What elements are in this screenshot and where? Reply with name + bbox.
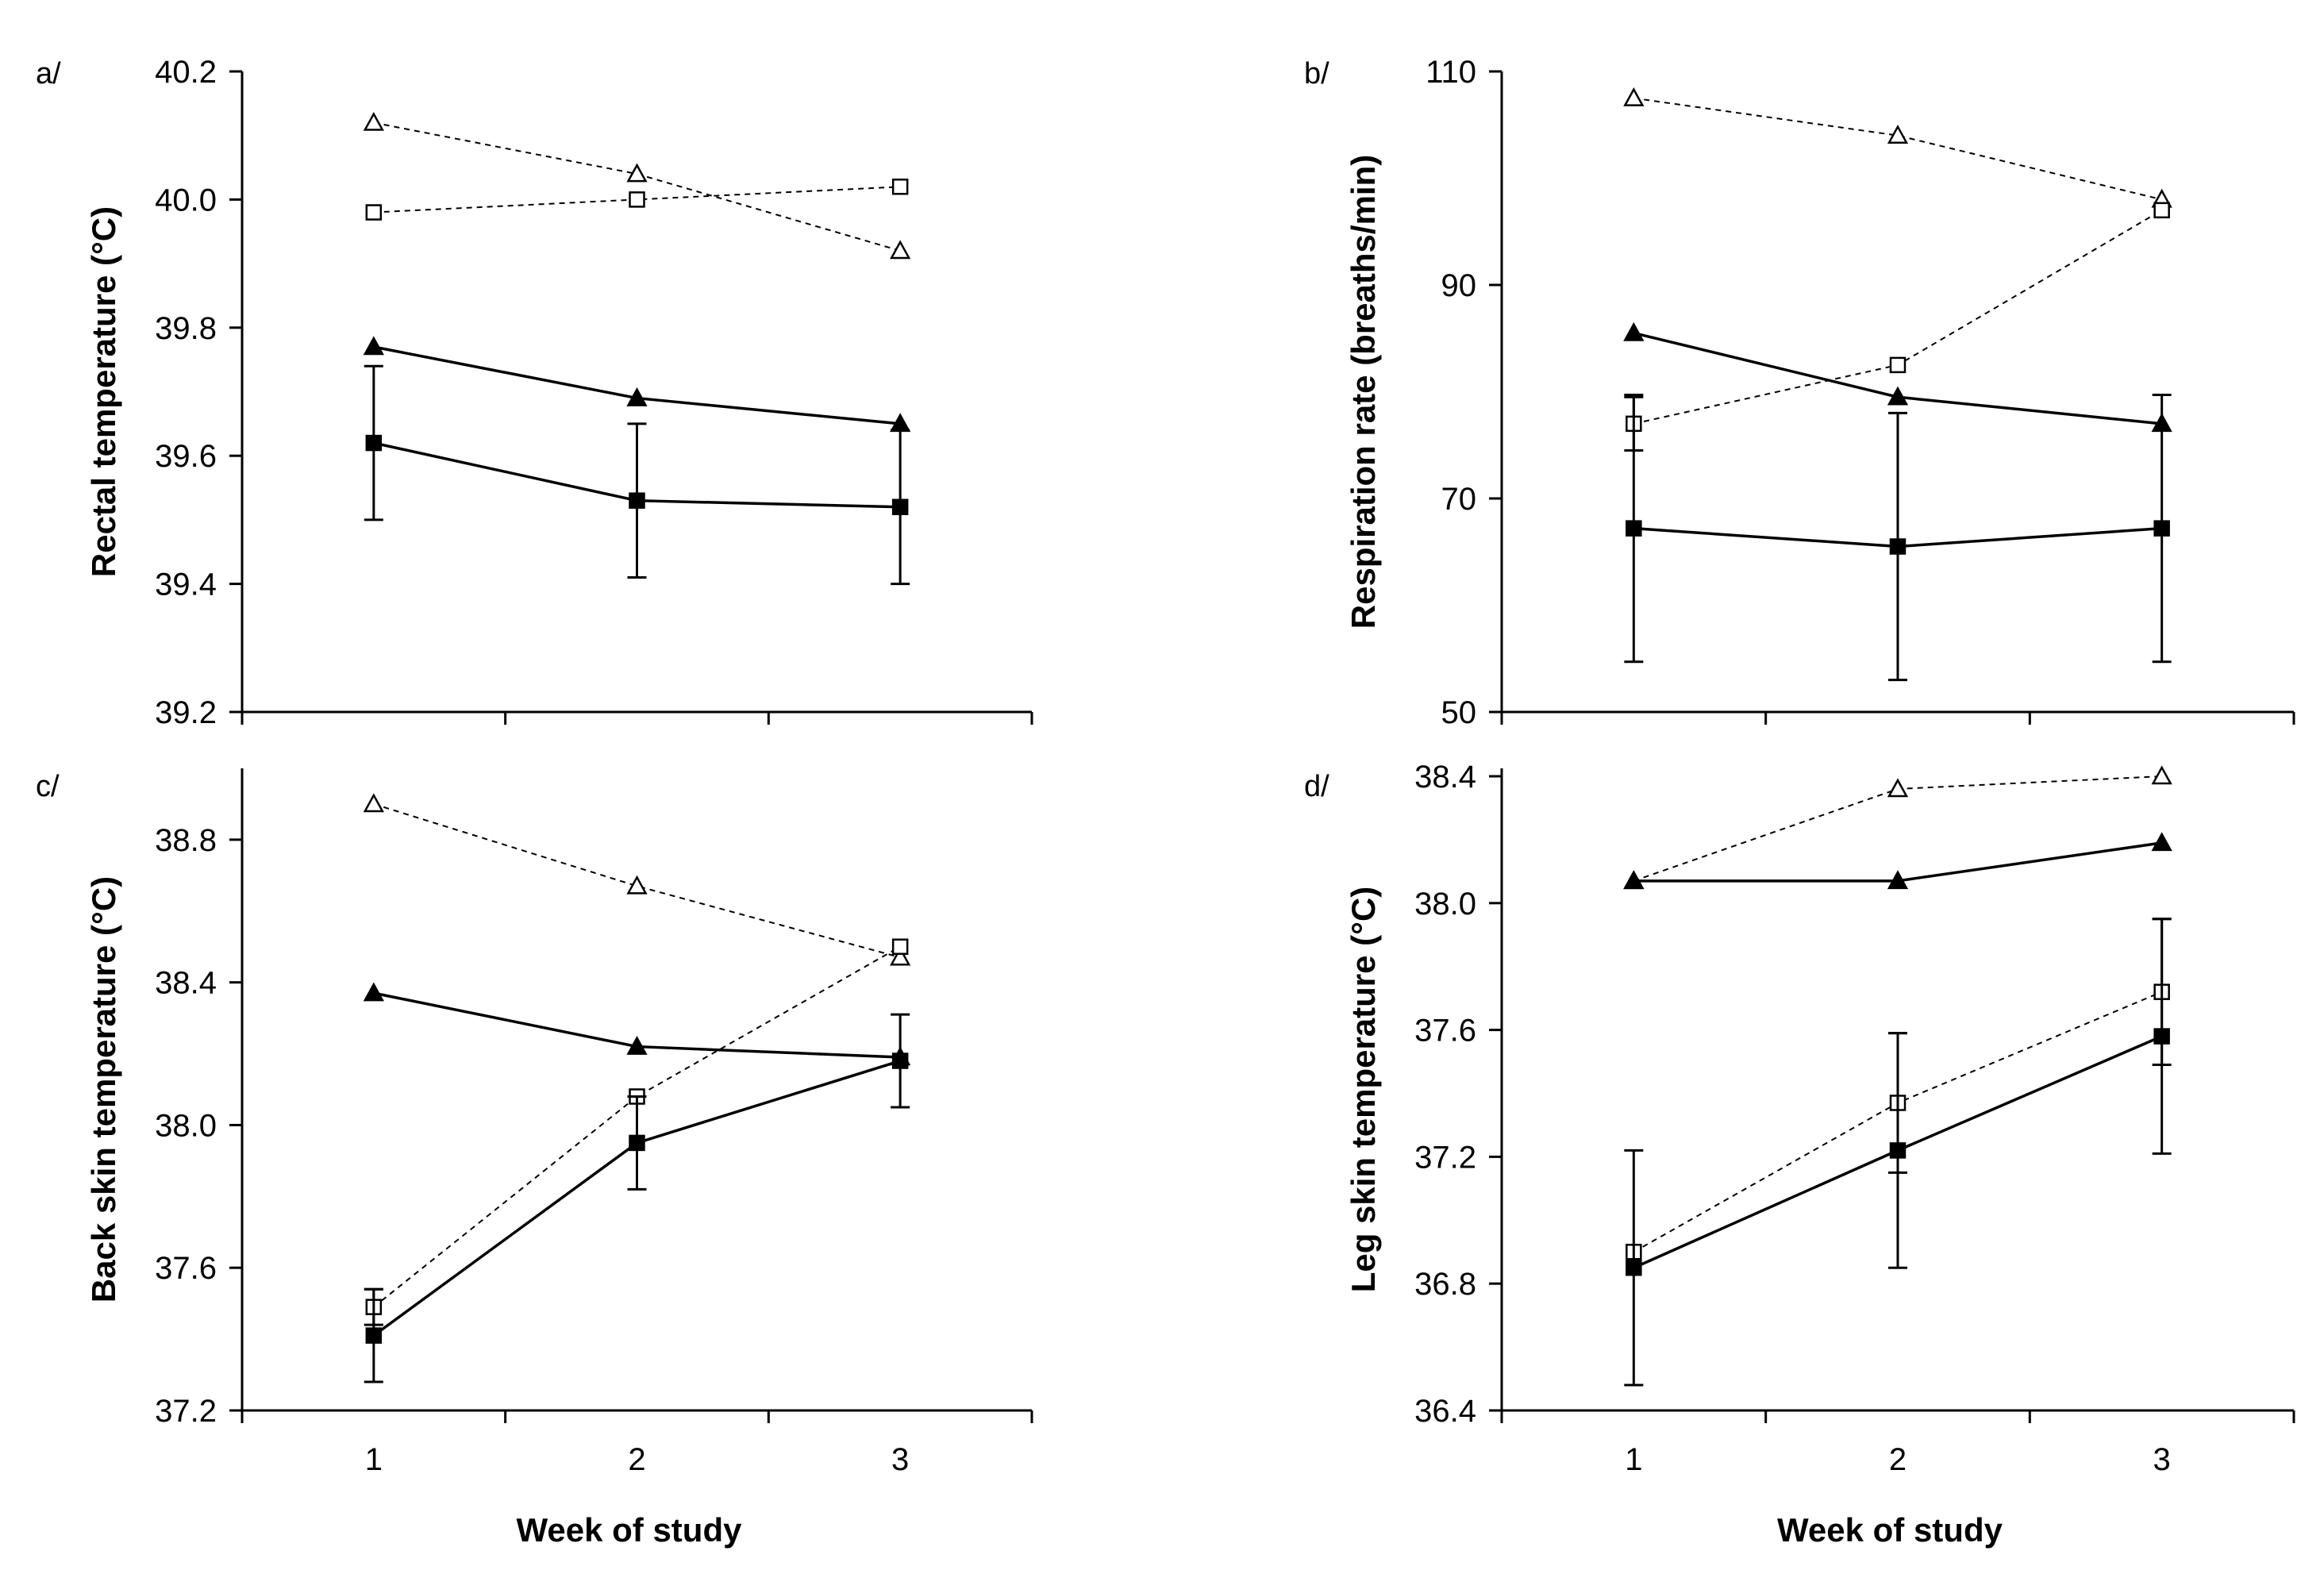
y-tick-label: 40.2 [155,55,217,90]
panel-b: b/50 70 90 110 Respiration rate (breaths/min… [1304,55,2295,730]
series-open-triangle [363,111,911,260]
data-point-triangle [626,387,648,406]
data-point-triangle [1623,870,1645,890]
y-tick-label: 38.0 [1414,887,1476,922]
data-point-square [891,498,909,516]
data-point-triangle [1623,321,1645,341]
x-tick-label: 2 [628,1442,645,1477]
series-open-triangle [363,793,911,966]
data-point-square [1626,1259,1642,1276]
data-point-square [1626,520,1642,537]
data-point-square [629,1134,645,1152]
series-line [373,945,901,1308]
data-point-triangle [1887,870,1909,890]
data-point-square [2153,1028,2170,1045]
series-line [373,121,901,252]
data-point-triangle [626,1035,648,1055]
y-tick-label: 38.0 [155,1108,217,1143]
x-tick-label: 3 [891,1442,909,1477]
data-point-square [365,434,383,452]
data-point-triangle [1623,87,1645,106]
y-tick-label: 40.0 [155,183,217,217]
y-tick-label: 39.8 [155,311,217,346]
series-line [373,802,901,959]
y-tick-label: 37.2 [1414,1140,1476,1175]
x-tick-label: 3 [2153,1442,2171,1477]
y-axis-title: Leg skin temperature (°C) [1345,887,1382,1293]
x-tick-label: 1 [365,1442,383,1477]
data-point-square [2153,520,2170,537]
y-tick-label: 110 [1426,55,1476,90]
data-point-triangle [363,111,384,131]
data-point-triangle [890,946,911,966]
data-point-triangle [626,163,648,183]
y-axis-title: Rectal temperature (°C) [85,206,122,577]
data-point-triangle [363,336,384,356]
y-tick-label: 50 [1441,695,1477,730]
panel-d: d/36.4 36.8 37.2 37.6 38.0 38.4 1 2 3 Leg skin te… [1304,760,2295,1549]
data-point-square [1889,356,1907,374]
data-point-triangle [1887,386,1909,406]
x-tick-label: 1 [1625,1442,1642,1477]
data-point-square [629,492,645,509]
series-closed-square [364,364,910,586]
data-point-square [629,191,645,208]
y-tick-label: 39.6 [155,439,217,474]
x-tick-label: 2 [1889,1442,1907,1477]
y-tick-label: 37.6 [155,1251,217,1286]
data-point-triangle [2151,765,2172,785]
y-tick-label: 70 [1441,482,1477,517]
y-tick-label: 39.2 [155,695,217,730]
y-axis-title: Respiration rate (breaths/min) [1345,155,1382,629]
series-closed-square [1624,918,2172,1387]
y-axis-title: Back skin temperature (°C) [85,876,122,1303]
data-point-triangle [1887,778,1909,798]
series-line [1633,331,2162,425]
data-point-triangle [363,793,384,813]
series-line [1633,97,2162,201]
data-point-square [891,938,909,955]
series-line [373,345,901,425]
data-point-triangle [626,875,648,895]
y-tick-label: 37.6 [1414,1014,1476,1049]
data-point-square [1889,538,1907,555]
data-point-square [891,1052,909,1069]
y-tick-label: 36.4 [1414,1394,1476,1429]
panel-label: d/ [1304,770,1329,803]
series-open-square [365,179,909,221]
data-point-triangle [2151,832,2172,852]
x-axis-title: Week of study [1777,1511,2003,1549]
panel-label: a/ [36,57,61,90]
series-line [373,186,901,214]
series-closed-triangle [363,982,911,1066]
y-tick-label: 38.4 [155,966,217,1001]
data-point-square [891,179,909,195]
data-point-square [365,204,383,221]
panel-a: a/39.2 39.4 39.6 39.8 40.0 40.2 Rectal tempera… [36,55,1033,730]
data-point-triangle [1887,125,1909,144]
series-closed-square [364,1013,910,1383]
y-tick-label: 36.8 [1414,1267,1476,1302]
series-open-triangle [1623,765,2172,890]
panel-label: b/ [1304,57,1329,90]
series-closed-triangle [1623,832,2172,890]
y-tick-label: 38.4 [1414,760,1476,795]
data-point-triangle [890,240,911,260]
panel-label: c/ [36,770,60,803]
data-point-square [2153,202,2170,219]
series-closed-square [1624,394,2172,682]
panel-c: c/37.2 37.6 38.0 38.4 38.8 1 2 3 Back skin tempe… [36,768,1033,1549]
data-point-square [1889,1142,1907,1159]
data-point-triangle [363,982,384,1002]
y-tick-label: 37.2 [155,1394,217,1429]
y-tick-label: 38.8 [155,823,217,858]
series-open-triangle [1623,87,2172,208]
series-closed-triangle [363,336,911,433]
y-tick-label: 39.4 [155,568,217,602]
x-axis-title: Week of study [517,1511,743,1549]
y-tick-label: 90 [1441,268,1477,303]
data-point-square [365,1327,383,1344]
